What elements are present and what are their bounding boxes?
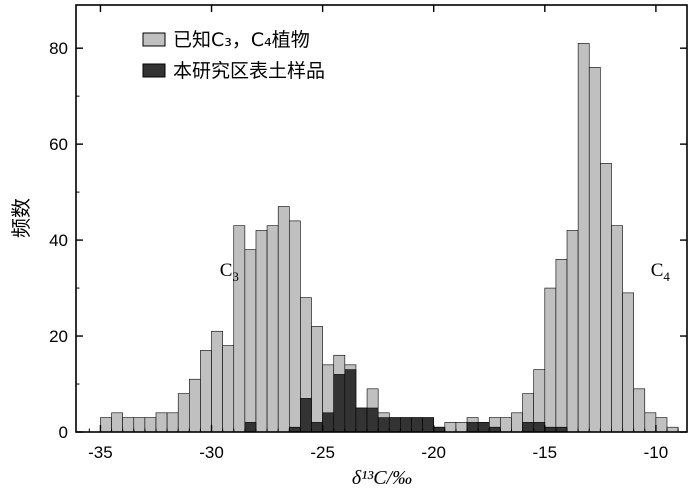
- c3-c4-plants-bar: [455, 422, 468, 433]
- x-tick-label: -15: [533, 443, 558, 462]
- c3-c4-plants-bar: [233, 225, 246, 433]
- study-area-soil-bar: [377, 417, 390, 433]
- c3-c4-plants-bar: [566, 230, 579, 433]
- legend-label-study-area-soil: 本研究区表土样品: [173, 60, 325, 82]
- c3-c4-plants-bar: [100, 417, 112, 433]
- c3-c4-plants-bar: [288, 220, 301, 433]
- c3-c4-plants-bar: [255, 230, 268, 433]
- photosynthesis-type-label: C4: [651, 260, 671, 284]
- study-area-soil-bar: [522, 422, 535, 433]
- c3-c4-plants-bar: [111, 412, 123, 433]
- c3-c4-plants-bar: [633, 388, 646, 433]
- study-area-soil-bar: [355, 407, 368, 433]
- c3-c4-plants-bar: [500, 417, 512, 433]
- y-axis-ticks: 0 20 40 60 80: [49, 39, 687, 442]
- legend-swatch-study-area-soil: [142, 63, 166, 78]
- c3-c4-plants-bar: [144, 417, 157, 433]
- study-area-soil-bar: [466, 422, 479, 433]
- c3-c4-plants-bar: [200, 350, 212, 433]
- legend-label-c3-c4-plants: 已知C₃，C₄植物: [173, 29, 310, 51]
- c3-c4-plants-bar: [155, 412, 168, 433]
- c3-c4-plants-bar: [277, 206, 290, 433]
- x-tick-label: -20: [421, 443, 446, 462]
- c3-c4-plants-bar: [611, 225, 623, 433]
- study-area-soil-bar: [477, 422, 490, 433]
- study-area-soil-bar: [400, 417, 412, 433]
- c3-c4-plants-bar: [311, 326, 323, 433]
- study-area-soil-bar: [422, 417, 435, 433]
- c3-c4-plants-bars: [100, 43, 679, 433]
- study-area-soil-bar: [388, 417, 401, 433]
- x-tick-label: -35: [88, 443, 113, 462]
- plot-frame: [75, 4, 688, 433]
- c3-c4-plants-bar: [177, 393, 190, 433]
- y-tick-label: 40: [49, 231, 68, 250]
- study-area-soil-bar: [333, 374, 346, 433]
- c3-c4-plants-bar: [122, 417, 135, 433]
- y-tick-label: 80: [49, 39, 68, 58]
- x-tick-label: -10: [644, 443, 669, 462]
- study-area-soil-bar: [244, 422, 257, 433]
- c3-c4-plants-bar: [189, 378, 201, 433]
- study-area-soil-bar: [300, 398, 312, 433]
- y-tick-label: 60: [49, 135, 68, 154]
- c3-c4-plants-bar: [222, 345, 235, 433]
- y-tick-label: 20: [49, 327, 68, 346]
- c3-c4-plants-bar: [166, 412, 179, 433]
- legend: 已知C₃，C₄植物 本研究区表土样品: [142, 29, 325, 82]
- x-axis-title: δ¹³C/‰: [352, 467, 412, 489]
- c3-c4-plants-bar: [622, 292, 634, 433]
- study-area-soil-bars: [244, 369, 568, 433]
- c3-c4-plants-bar: [544, 287, 557, 433]
- x-tick-label: -30: [199, 443, 224, 462]
- c3-c4-plants-bar: [588, 67, 601, 433]
- c3-c4-plants-bar: [655, 417, 668, 433]
- study-area-soil-bar: [366, 407, 379, 433]
- study-area-soil-bar: [311, 422, 323, 433]
- c3-c4-plants-bar: [555, 258, 568, 433]
- c3-c4-plants-bar: [577, 43, 590, 433]
- study-area-soil-bar: [344, 369, 357, 433]
- c3-c4-plants-bar: [133, 417, 146, 433]
- c3-c4-plants-bar: [211, 330, 223, 433]
- c3-c4-plants-bar: [244, 249, 257, 433]
- legend-swatch-c3-c4-plants: [142, 32, 166, 47]
- study-area-soil-bar: [322, 412, 335, 433]
- y-tick-label: 0: [59, 423, 68, 442]
- x-axis-ticks: -35 -30 -25 -20 -15 -10: [88, 5, 679, 462]
- c3-c4-plants-bar: [644, 412, 657, 433]
- x-tick-label: -25: [310, 443, 335, 462]
- c3-c4-plants-bar: [444, 422, 457, 433]
- c3-c4-plants-bar: [266, 225, 279, 433]
- c3-c4-plants-bar: [511, 412, 523, 433]
- c3-c4-plants-bar: [600, 163, 612, 433]
- study-area-soil-bar: [411, 417, 423, 433]
- study-area-soil-bar: [533, 422, 546, 433]
- y-axis-title: 频数: [9, 198, 33, 238]
